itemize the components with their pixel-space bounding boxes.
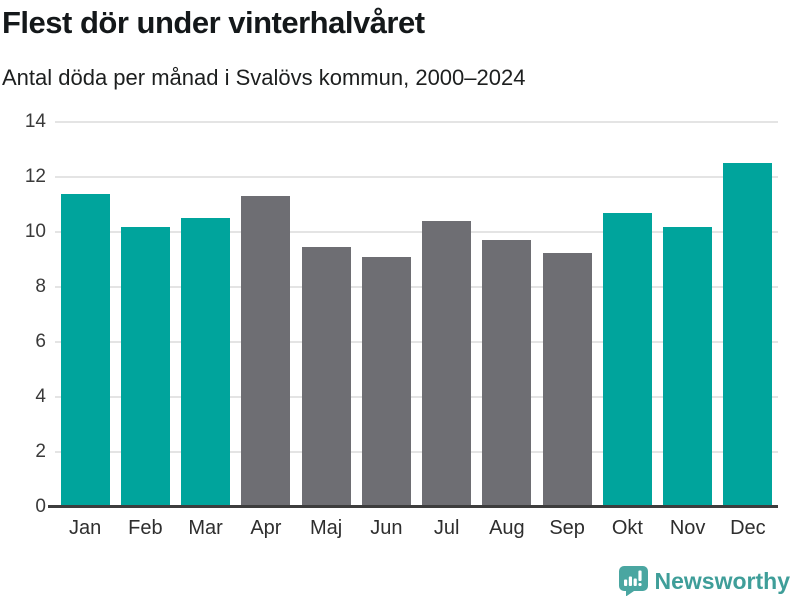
bar-maj — [301, 247, 351, 507]
bar-dec — [723, 163, 773, 507]
bar-apr — [241, 196, 291, 507]
x-tick-label-apr: Apr — [250, 517, 282, 539]
y-axis-labels: 0 2 4 6 8 10 12 14 — [0, 111, 46, 517]
gridline-2 — [55, 451, 778, 453]
x-tick-label-aug: Aug — [489, 517, 525, 539]
plot-area — [48, 121, 778, 508]
brand-footer: Newsworthy — [618, 566, 790, 596]
x-axis-line — [48, 505, 778, 508]
y-tick-label-10: 10 — [24, 221, 46, 242]
y-tick-label-8: 8 — [35, 276, 46, 297]
chart-subtitle: Antal döda per månad i Svalövs kommun, 2… — [2, 65, 526, 90]
gridline-10 — [55, 231, 778, 233]
x-tick-label-jul: Jul — [433, 517, 460, 539]
y-tick-label-2: 2 — [35, 441, 46, 462]
y-tick-label-0: 0 — [35, 496, 46, 517]
gridline-4 — [55, 396, 778, 398]
newsworthy-logo-icon — [618, 566, 648, 596]
gridline-14 — [55, 121, 778, 123]
y-tick-label-12: 12 — [24, 166, 46, 187]
bar-feb — [120, 226, 170, 507]
x-tick-label-feb: Feb — [128, 517, 163, 539]
x-tick-label-sep: Sep — [549, 517, 585, 539]
gridline-6 — [55, 341, 778, 343]
x-tick-label-jan: Jan — [69, 517, 102, 539]
y-tick-label-14: 14 — [24, 111, 46, 132]
x-tick-label-dec: Dec — [730, 517, 766, 539]
y-tick-label-4: 4 — [35, 386, 46, 407]
x-tick-label-maj: Maj — [310, 517, 343, 539]
bar-nov — [663, 226, 713, 507]
bar-aug — [482, 240, 532, 507]
x-tick-label-okt: Okt — [611, 517, 643, 539]
gridline-8 — [55, 286, 778, 288]
x-tick-label-jun: Jun — [370, 517, 403, 539]
y-tick-label-6: 6 — [35, 331, 46, 352]
bar-okt — [602, 212, 652, 507]
bar-jul — [422, 221, 472, 507]
chart-title: Flest dör under vinterhalvåret — [2, 5, 425, 40]
bar-mar — [181, 218, 231, 507]
bar-jun — [361, 256, 411, 507]
bar-sep — [542, 252, 592, 507]
bar-series — [55, 122, 778, 507]
gridline-12 — [55, 176, 778, 178]
bar-jan — [60, 193, 110, 507]
x-axis-labels: Jan Feb Mar Apr Maj Jun Jul Aug Sep Okt Nov Dec — [55, 517, 778, 540]
x-tick-label-mar: Mar — [188, 517, 223, 539]
brand-name: Newsworthy — [654, 567, 790, 594]
x-tick-label-nov: Nov — [669, 517, 706, 539]
